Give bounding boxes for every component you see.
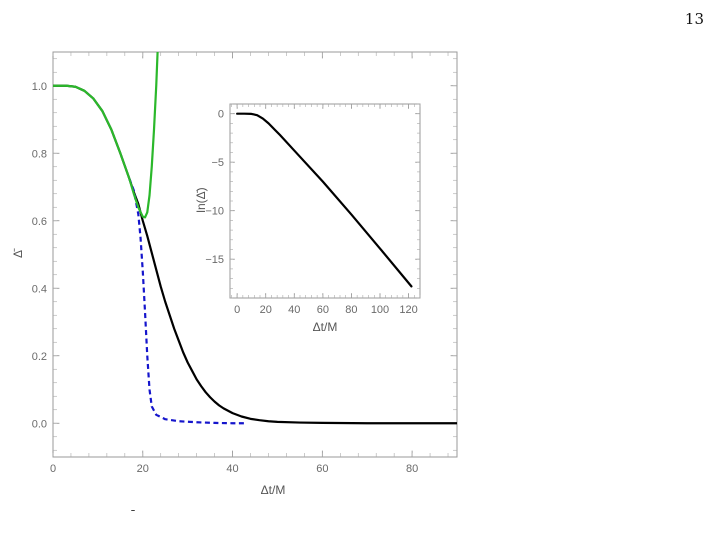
x-tick-label: 80 (406, 463, 418, 475)
page-number: 13 (684, 10, 704, 28)
main-plot-x-axis-label: Δt/M (261, 483, 286, 497)
y-tick-label: 0.2 (32, 351, 47, 363)
x-tick-label: 60 (317, 304, 329, 316)
x-tick-label: 20 (260, 304, 272, 316)
inset-plot-x-axis-label: Δt/M (313, 320, 338, 334)
x-tick-label: 60 (316, 463, 328, 475)
y-tick-label: −10 (205, 206, 224, 218)
x-tick-label: 20 (137, 463, 149, 475)
y-tick-label: 0.0 (32, 418, 47, 430)
y-tick-label: 0.6 (32, 216, 47, 228)
x-tick-label: 100 (371, 304, 389, 316)
y-tick-label: 0.8 (32, 148, 47, 160)
inset-plot: 0 20 40 60 80 100 120 0 −5 −10 −15 Δt/M ln(Δ̄) (194, 103, 421, 334)
x-tick-label: 0 (234, 304, 240, 316)
y-tick-label: −5 (211, 157, 224, 169)
inset-plot-series-0-line (236, 112, 413, 288)
y-tick-label: 0.4 (32, 283, 47, 295)
x-tick-label: 0 (50, 463, 56, 475)
main-plot-series-1-line (128, 178, 247, 425)
x-tick-label: 80 (345, 304, 357, 316)
x-tick-label: 120 (399, 304, 417, 316)
x-tick-label: 40 (288, 304, 300, 316)
y-tick-label: −15 (205, 254, 224, 266)
x-tick-label: 40 (226, 463, 238, 475)
y-tick-label: 1.0 (32, 81, 47, 93)
inset-plot-y-axis-label: ln(Δ̄) (194, 187, 208, 212)
inset-plot-frame (229, 103, 421, 299)
main-plot-series-2-line (53, 52, 159, 219)
y-tick-label: 0 (218, 109, 224, 121)
main-plot-y-axis-label: Δ̄ (11, 248, 25, 258)
